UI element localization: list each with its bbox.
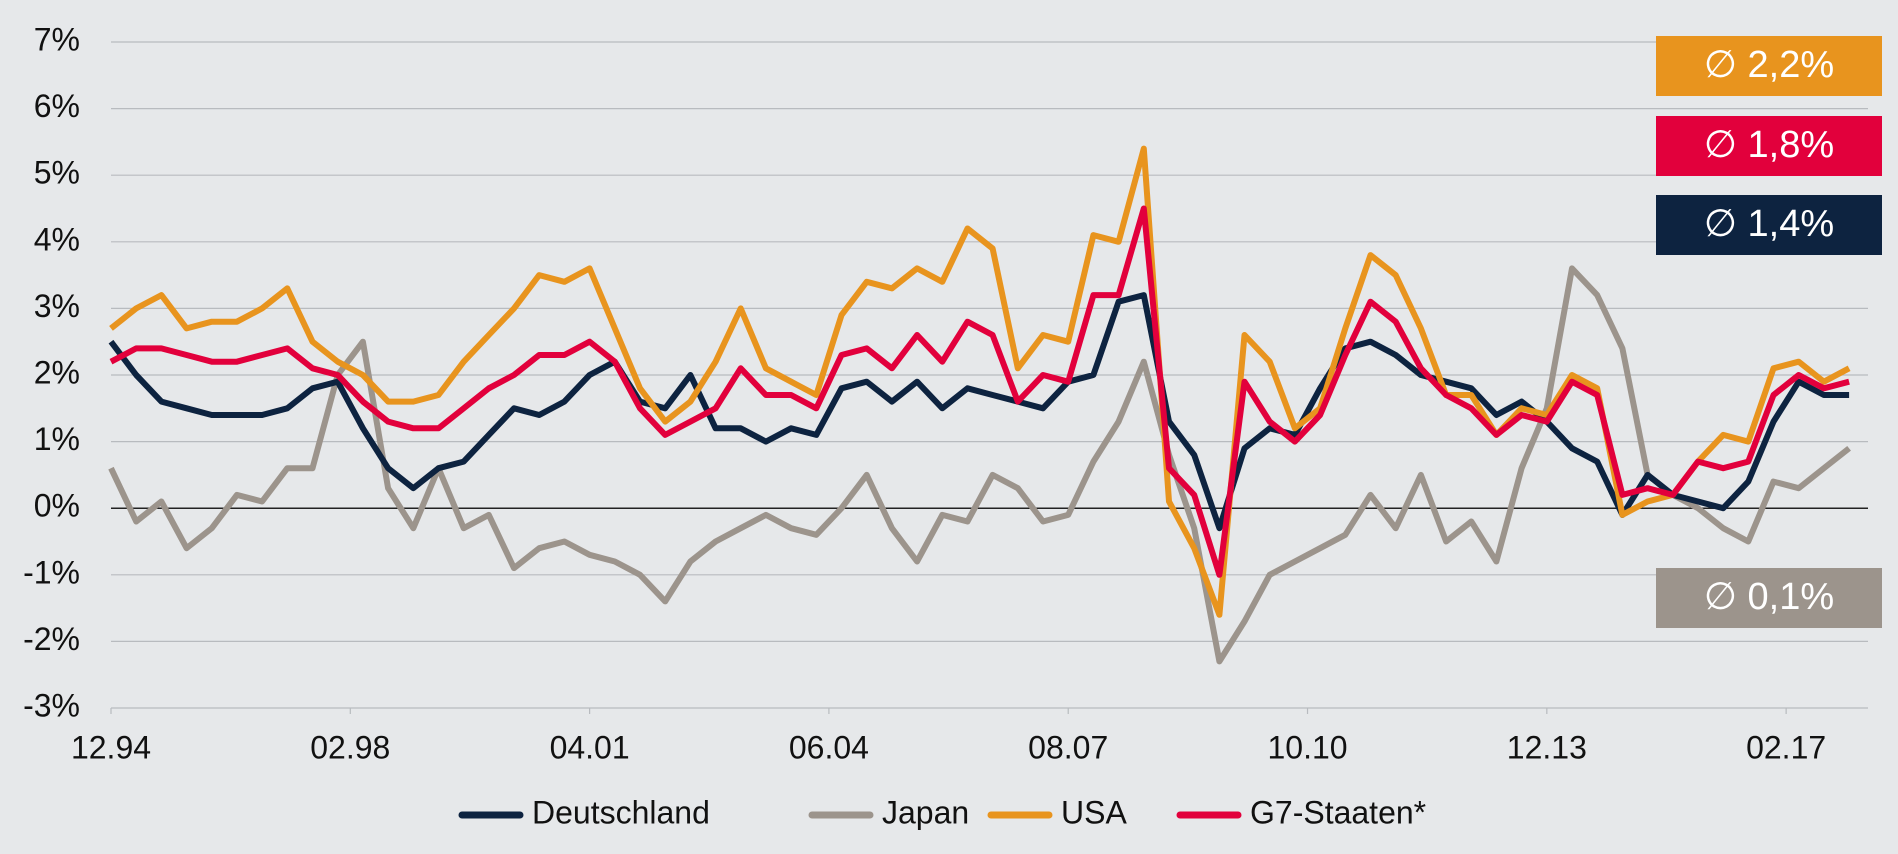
- y-tick-label: 1%: [34, 421, 80, 457]
- average-label: ∅ 2,2%: [1704, 44, 1834, 86]
- average-label: ∅ 1,4%: [1704, 203, 1834, 245]
- x-tick-label: 10.10: [1267, 729, 1347, 765]
- y-tick-label: 2%: [34, 354, 80, 390]
- y-tick-label: 7%: [34, 21, 80, 57]
- x-tick-label: 12.13: [1507, 729, 1587, 765]
- x-tick-label: 02.17: [1746, 729, 1826, 765]
- y-tick-label: -3%: [23, 687, 80, 723]
- legend-label: Japan: [882, 794, 969, 830]
- x-tick-label: 08.07: [1028, 729, 1108, 765]
- series-line: [109, 205, 1850, 578]
- x-tick-label: 06.04: [789, 729, 869, 765]
- average-badge: [1656, 195, 1882, 255]
- average-label: ∅ 0,1%: [1704, 576, 1834, 618]
- series-line: [108, 292, 1850, 532]
- y-tick-label: 3%: [34, 288, 80, 324]
- y-tick-label: 4%: [34, 221, 80, 257]
- legend-label: Deutschland: [532, 794, 710, 830]
- series-line: [109, 145, 1851, 618]
- average-label: ∅ 1,8%: [1704, 124, 1834, 166]
- average-badge: [1656, 568, 1882, 628]
- y-tick-label: -1%: [23, 554, 80, 590]
- series-line: [108, 265, 1851, 665]
- y-tick-label: -2%: [23, 621, 80, 657]
- x-tick-label: 12.94: [71, 729, 151, 765]
- y-tick-label: 6%: [34, 88, 80, 124]
- average-badge: [1656, 36, 1882, 96]
- y-tick-label: 0%: [34, 488, 80, 524]
- average-badge: [1656, 116, 1882, 176]
- x-tick-label: 02.98: [310, 729, 390, 765]
- legend-label: G7-Staaten*: [1250, 794, 1426, 830]
- legend-label: USA: [1061, 794, 1127, 830]
- x-tick-label: 04.01: [550, 729, 630, 765]
- y-tick-label: 5%: [34, 155, 80, 191]
